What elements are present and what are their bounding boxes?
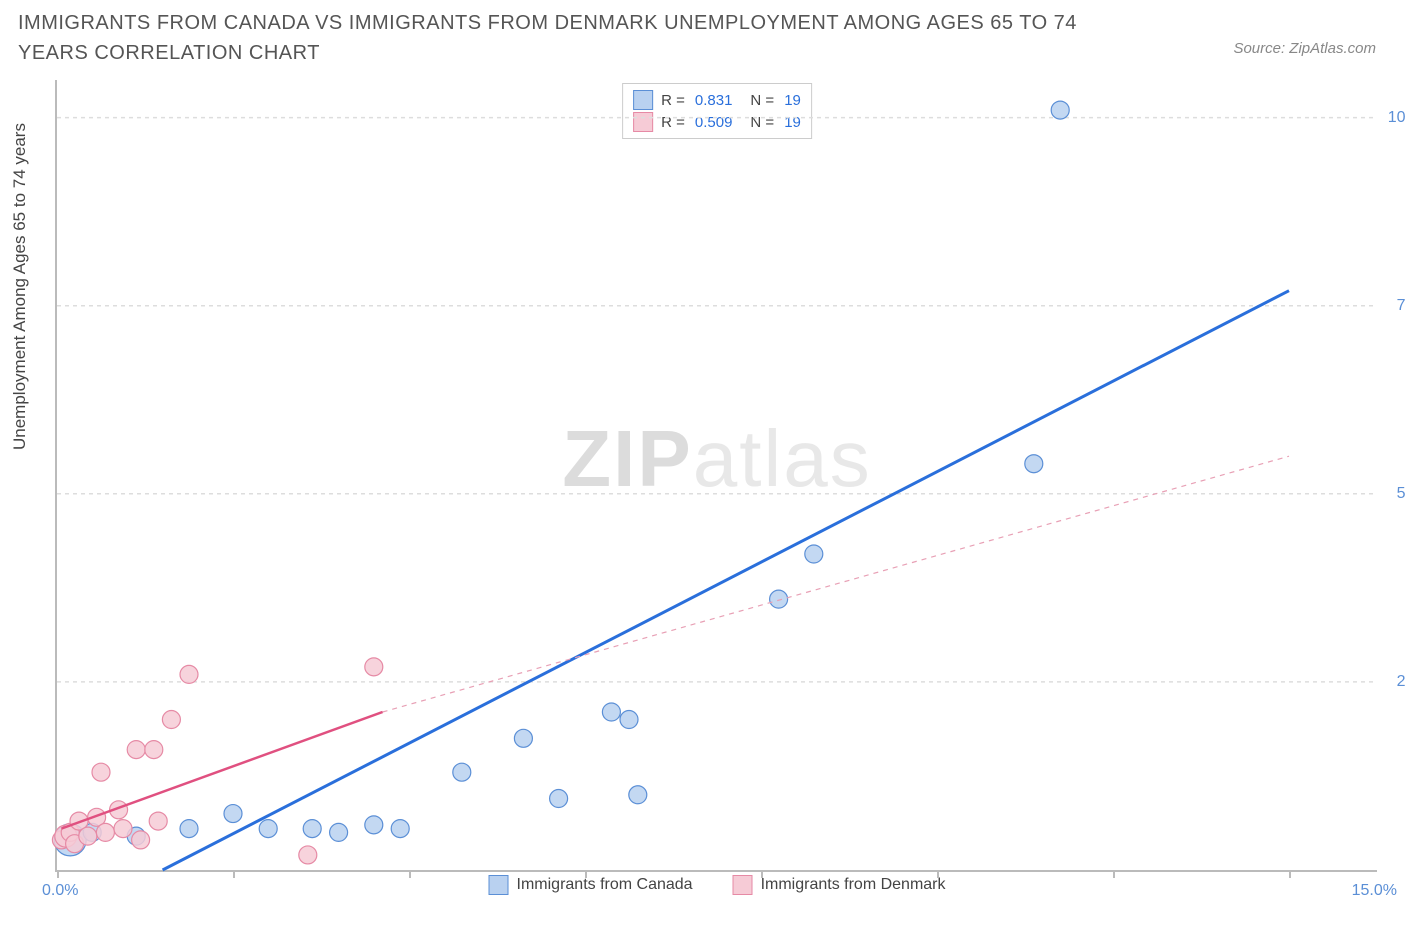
x-tick (761, 870, 763, 878)
swatch-denmark-icon (733, 875, 753, 895)
x-tick-15: 15.0% (1352, 882, 1397, 900)
legend-label-denmark: Immigrants from Denmark (761, 876, 946, 894)
y-axis-label: Unemployment Among Ages 65 to 74 years (10, 123, 30, 450)
x-tick (409, 870, 411, 878)
chart-canvas (57, 80, 1377, 870)
x-tick (1289, 870, 1291, 878)
legend-label-canada: Immigrants from Canada (517, 876, 693, 894)
y-tick-label: 25.0% (1382, 673, 1406, 691)
x-tick (585, 870, 587, 878)
legend-item-canada: Immigrants from Canada (489, 875, 693, 895)
y-tick-label: 100.0% (1382, 109, 1406, 127)
chart-title: IMMIGRANTS FROM CANADA VS IMMIGRANTS FRO… (18, 8, 1118, 68)
plot-area: ZIPatlas R = 0.831 N = 19 R = 0.509 N = … (55, 80, 1377, 872)
x-tick (57, 870, 59, 878)
y-tick-label: 75.0% (1382, 297, 1406, 315)
swatch-canada-icon (489, 875, 509, 895)
y-tick-label: 50.0% (1382, 485, 1406, 503)
series-legend: Immigrants from Canada Immigrants from D… (489, 875, 946, 895)
x-tick-0: 0.0% (42, 882, 78, 900)
legend-item-denmark: Immigrants from Denmark (733, 875, 946, 895)
x-tick (937, 870, 939, 878)
source-label: Source: ZipAtlas.com (1233, 40, 1376, 57)
x-tick (1113, 870, 1115, 878)
x-tick (233, 870, 235, 878)
